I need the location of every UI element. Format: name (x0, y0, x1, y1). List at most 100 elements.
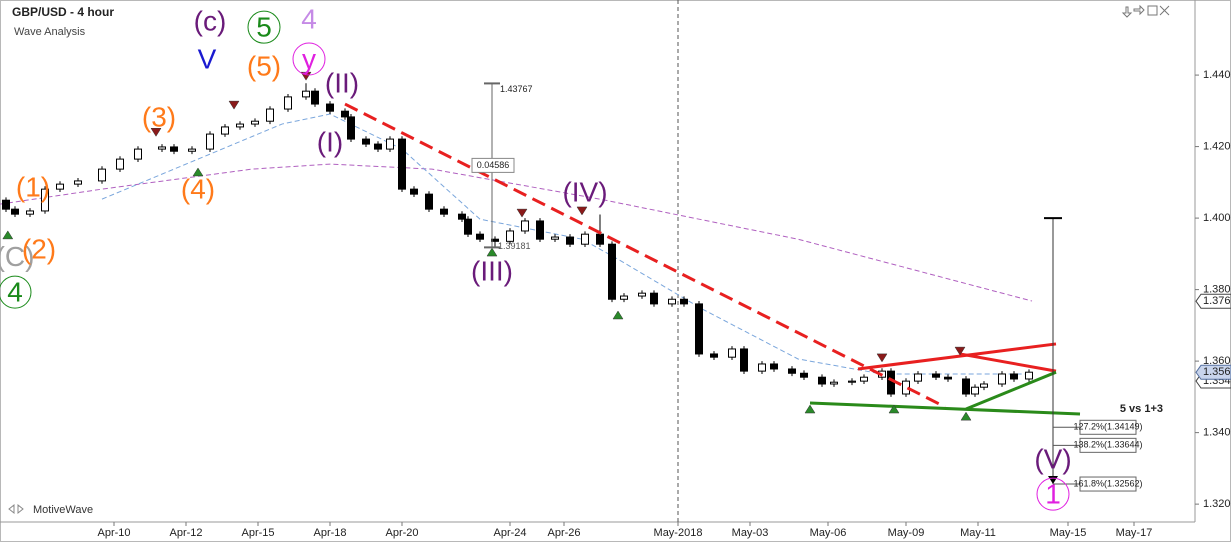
candle-body (962, 378, 970, 395)
trendline (344, 102, 946, 409)
pivot-marker (192, 167, 204, 177)
fib-label: 138.2%(1.33644) (1073, 440, 1142, 450)
maximize-icon[interactable] (1147, 5, 1158, 16)
candle-body (1025, 371, 1033, 380)
annotation-circle (247, 10, 281, 44)
candle-body (56, 183, 64, 190)
candle-body (944, 376, 952, 380)
candle-body (740, 348, 748, 372)
x-tick-label: May-15 (1050, 527, 1087, 539)
x-tick-label: May-11 (960, 527, 996, 539)
price-label: 1.37675 (1203, 295, 1231, 307)
candle-body (74, 180, 82, 185)
pivot-marker (2, 230, 14, 240)
y-tick-label: 1.36000 (1203, 355, 1231, 367)
scroll-icon[interactable] (8, 503, 24, 515)
wave-label: 4 (301, 3, 317, 34)
trendline (959, 352, 1057, 373)
window-icons[interactable] (1121, 4, 1170, 18)
candle-body (971, 386, 979, 395)
candle-body (11, 208, 19, 215)
x-tick-label: Apr-20 (385, 527, 418, 539)
wave-label: (IV) (562, 176, 607, 207)
pivot-marker (486, 247, 498, 257)
wave-label: 5 (256, 12, 272, 43)
fib-box (1079, 476, 1137, 492)
fib-label: 127.2%(1.34149) (1073, 422, 1142, 432)
fib-label: 161.8%(1.32562) (1073, 478, 1142, 488)
trendline (857, 342, 1057, 371)
candle-body (788, 368, 796, 374)
candle-body (521, 220, 529, 232)
candle-body (311, 90, 319, 105)
annotation-circle (292, 42, 326, 76)
candle-body (848, 380, 856, 383)
candle-body (668, 298, 676, 305)
x-tick-label: May-17 (1116, 527, 1153, 539)
pivot-marker (228, 100, 240, 110)
candle-body (134, 148, 142, 160)
wave-label: (III) (471, 256, 513, 287)
candle-body (800, 372, 808, 378)
candle-body (620, 295, 628, 300)
wave-label: (2) (22, 234, 56, 265)
pivot-marker (516, 208, 528, 218)
candle-body (398, 138, 406, 190)
x-tick-label: May-03 (732, 527, 769, 539)
trendline (965, 370, 1057, 411)
candle-body (425, 193, 433, 210)
wave-label: (3) (142, 101, 176, 132)
candle-body (728, 348, 736, 358)
close-icon[interactable] (1159, 5, 1170, 16)
candle-body (998, 373, 1006, 385)
fib-title: 5 vs 1+3 (1120, 403, 1163, 415)
chart-title: GBP/USD - 4 hour (12, 5, 114, 19)
last-price-label: 1.35687 (1203, 366, 1231, 378)
measure-bottom-label: 1.39181 (498, 241, 531, 251)
y-tick-label: 1.38000 (1203, 284, 1231, 296)
candle-body (710, 353, 718, 358)
candle-body (596, 233, 604, 245)
pivot-marker (576, 206, 588, 216)
candle-body (362, 138, 370, 145)
candle-body (458, 213, 466, 220)
y-tick-label: 1.42000 (1203, 140, 1231, 152)
brand: MotiveWave (33, 504, 93, 516)
candle-body (302, 90, 310, 98)
trendline (809, 401, 1081, 416)
candle-body (506, 230, 514, 242)
x-tick-label: Apr-15 (241, 527, 274, 539)
candle-body (581, 233, 589, 245)
y-tick-label: 1.40000 (1203, 212, 1231, 224)
measure-top-label: 1.43767 (500, 84, 533, 94)
candle-body (251, 120, 259, 125)
candle-body (650, 292, 658, 305)
measure-box (471, 157, 515, 173)
x-tick-label: Apr-12 (169, 527, 202, 539)
x-tick-label: Apr-18 (313, 527, 346, 539)
x-tick-label: May-2018 (654, 527, 703, 539)
candle-body (695, 303, 703, 355)
candle-body (374, 143, 382, 150)
fib-box (1079, 437, 1137, 453)
candle-body (170, 146, 178, 152)
wave-label: 1 (1045, 479, 1061, 510)
nav-icon[interactable] (1121, 4, 1145, 18)
moving-average (101, 113, 1032, 375)
candle-body (464, 218, 472, 235)
candle-body (410, 188, 418, 195)
pivot-marker (804, 404, 816, 414)
moving-average (0, 163, 1033, 302)
candle-body (980, 383, 988, 388)
candle-body (770, 363, 778, 370)
candle-body (638, 292, 646, 297)
y-tick-label: 1.34000 (1203, 427, 1231, 439)
candle-body (158, 146, 166, 150)
wave-label: (V) (1034, 444, 1071, 475)
candle-body (566, 236, 574, 245)
y-tick-label: 1.44000 (1203, 69, 1231, 81)
candle-body (341, 110, 349, 118)
candle-body (188, 148, 196, 152)
brand-icons[interactable] (8, 503, 24, 515)
